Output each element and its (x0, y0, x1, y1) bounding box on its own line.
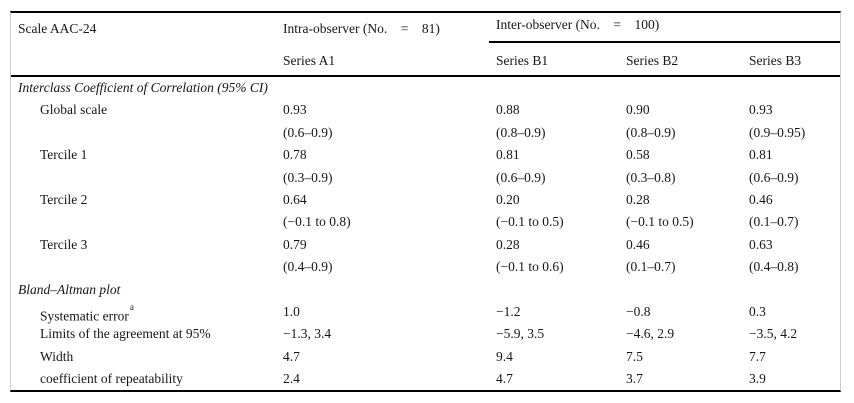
cell-series-b2: (0.1–0.7) (626, 259, 676, 275)
table-row-global-scale-ci: (0.6–0.9) (0.8–0.9) (0.8–0.9) (0.9–0.95) (11, 122, 840, 144)
row-label: Tercile 1 (40, 147, 88, 163)
cell-series-b1: 0.28 (496, 236, 520, 252)
section-row-bland-altman: Bland–Altman plot (11, 279, 840, 301)
cell-series-b3: (0.1–0.7) (749, 214, 799, 230)
row-label-text: Systematic error (40, 308, 129, 324)
cell-series-b3: −3.5, 4.2 (749, 326, 798, 342)
cell-series-a1: 4.7 (283, 348, 300, 364)
cell-series-a1: 0.64 (283, 191, 307, 207)
cell-series-b1: 0.20 (496, 191, 520, 207)
cell-series-b2: (−0.1 to 0.5) (626, 214, 694, 230)
series-a1-header: Series A1 (283, 53, 336, 68)
cell-series-b3: 0.81 (749, 147, 773, 163)
table-row-tercile-3: Tercile 3 0.79 0.28 0.46 0.63 (11, 234, 840, 256)
cell-series-b3: 0.63 (749, 236, 773, 252)
cell-series-b2: 3.7 (626, 371, 643, 387)
cell-series-b3: 0.3 (749, 303, 766, 319)
row-label: Tercile 2 (40, 191, 88, 207)
table-row-global-scale: Global scale 0.93 0.88 0.90 0.93 (11, 99, 840, 121)
cell-series-b2: −0.8 (626, 303, 651, 319)
cell-series-b3: 3.9 (749, 371, 766, 387)
cell-series-b2: (0.3–0.8) (626, 169, 676, 185)
cell-series-b1: (−0.1 to 0.6) (496, 259, 564, 275)
row-label: Systematic errora (11, 301, 283, 328)
table-row-tercile-3-ci: (0.4–0.9) (−0.1 to 0.6) (0.1–0.7) (0.4–0… (11, 256, 840, 278)
table-header: Scale AAC-24 Intra-observer (No. = 81) S… (11, 13, 840, 77)
row-label (11, 256, 283, 278)
table-row-limits-agreement: Limits of the agreement at 95% −1.3, 3.4… (11, 323, 840, 345)
table-row-width: Width 4.7 9.4 7.5 7.7 (11, 346, 840, 368)
cell-series-a1: 0.93 (283, 102, 307, 118)
table-row-systematic-error: Systematic errora 1.0 −1.2 −0.8 0.3 (11, 301, 840, 324)
reliability-table: Scale AAC-24 Intra-observer (No. = 81) S… (10, 11, 841, 393)
table-row-tercile-2: Tercile 2 0.64 0.20 0.28 0.46 (11, 189, 840, 211)
cell-series-b2: 0.90 (626, 102, 650, 118)
cell-series-a1: −1.3, 3.4 (283, 326, 332, 342)
series-b1-header: Series B1 (496, 53, 549, 68)
cell-series-b3: 0.46 (749, 191, 773, 207)
table-row-coefficient-repeatability: coefficient of repeatability 2.4 4.7 3.7… (11, 368, 840, 390)
cell-series-b3: (0.6–0.9) (749, 169, 799, 185)
cell-series-b3: (0.4–0.8) (749, 259, 799, 275)
cell-series-b1: −1.2 (496, 303, 521, 319)
series-b3-header: Series B3 (749, 53, 802, 68)
cell-series-a1: (0.6–0.9) (283, 124, 333, 140)
cell-series-a1: 0.79 (283, 236, 307, 252)
cell-series-a1: 0.78 (283, 147, 307, 163)
cell-series-b1: 9.4 (496, 348, 513, 364)
row-label: Limits of the agreement at 95% (40, 326, 211, 342)
cell-series-a1: 2.4 (283, 371, 300, 387)
cell-series-b1: (−0.1 to 0.5) (496, 214, 564, 230)
row-label: Global scale (40, 102, 108, 118)
row-label: coefficient of repeatability (40, 371, 183, 387)
row-label (11, 122, 283, 144)
table-row-tercile-1-ci: (0.3–0.9) (0.6–0.9) (0.3–0.8) (0.6–0.9) (11, 167, 840, 189)
cell-series-b2: 0.46 (626, 236, 650, 252)
cell-series-a1: (−0.1 to 0.8) (283, 214, 351, 230)
table-row-tercile-1: Tercile 1 0.78 0.81 0.58 0.81 (11, 144, 840, 166)
footnote-marker: a (129, 301, 134, 312)
section-row-icc: Interclass Coefficient of Correlation (9… (11, 77, 840, 99)
cell-series-b3: 7.7 (749, 348, 766, 364)
row-label (11, 211, 283, 233)
cell-series-b2: 0.28 (626, 191, 650, 207)
scale-column-header: Scale AAC-24 (18, 21, 97, 36)
cell-series-a1: 1.0 (283, 303, 300, 319)
row-label: Tercile 3 (40, 236, 88, 252)
section-label: Bland–Altman plot (18, 281, 121, 297)
cell-series-b3: 0.93 (749, 102, 773, 118)
cell-series-b2: −4.6, 2.9 (626, 326, 675, 342)
cell-series-b3: (0.9–0.95) (749, 124, 806, 140)
cell-series-b1: 0.88 (496, 102, 520, 118)
row-label: Width (40, 348, 74, 364)
cell-series-b2: 0.58 (626, 147, 650, 163)
inter-observer-header: Inter-observer (No. = 100) (489, 17, 840, 43)
cell-series-b1: −5.9, 3.5 (496, 326, 545, 342)
row-label (11, 167, 283, 189)
section-label: Interclass Coefficient of Correlation (9… (18, 80, 268, 95)
table-body: Interclass Coefficient of Correlation (9… (11, 77, 840, 390)
cell-series-b1: (0.8–0.9) (496, 124, 546, 140)
cell-series-a1: (0.3–0.9) (283, 169, 333, 185)
cell-series-b1: 0.81 (496, 147, 520, 163)
cell-series-b2: (0.8–0.9) (626, 124, 676, 140)
cell-series-b2: 7.5 (626, 348, 643, 364)
cell-series-b1: 4.7 (496, 371, 513, 387)
table-row-tercile-2-ci: (−0.1 to 0.8) (−0.1 to 0.5) (−0.1 to 0.5… (11, 211, 840, 233)
cell-series-b1: (0.6–0.9) (496, 169, 546, 185)
series-b2-header: Series B2 (626, 53, 679, 68)
cell-series-a1: (0.4–0.9) (283, 259, 333, 275)
intra-observer-header: Intra-observer (No. = 81) (283, 21, 440, 36)
